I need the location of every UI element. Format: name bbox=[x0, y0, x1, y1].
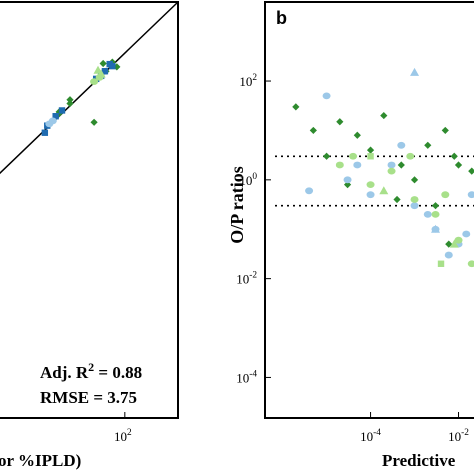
panel-b-point bbox=[468, 167, 474, 175]
panel-b-ytick-label: 102 bbox=[239, 73, 257, 89]
panel-b-point bbox=[366, 146, 375, 154]
panel-a-annotations: Adj. R2 = 0.88 RMSE = 3.75 bbox=[40, 360, 142, 407]
panel-b-point bbox=[367, 153, 374, 160]
panel-b-ytick-group: 102 100 10-2 10-4 bbox=[236, 73, 271, 385]
panel-b-point bbox=[335, 161, 344, 169]
panel-b-points bbox=[292, 67, 474, 268]
panel-b-point bbox=[450, 152, 458, 160]
panel-b-point bbox=[410, 196, 419, 203]
panel-b-point bbox=[353, 131, 361, 139]
panel-b-point bbox=[305, 187, 314, 195]
panel-b-point bbox=[454, 236, 463, 244]
panel-b-xtick-group: 10-4 10-2 bbox=[360, 412, 469, 444]
rmse-annotation: RMSE = 3.75 bbox=[40, 388, 137, 407]
panel-b-point bbox=[467, 191, 474, 199]
panel-a-point bbox=[45, 120, 54, 128]
panel-b-point bbox=[336, 118, 344, 126]
panel-a-point bbox=[101, 68, 109, 75]
panel-b-point bbox=[292, 103, 300, 111]
panel-b-point bbox=[322, 152, 331, 160]
panel-a-point bbox=[41, 129, 49, 136]
panel-b-point bbox=[322, 92, 331, 100]
panel-a-point bbox=[109, 62, 116, 70]
panel-b-point bbox=[424, 141, 432, 149]
panel-b-xtick-label: 10-4 bbox=[360, 428, 381, 444]
panel-b-reference-lines bbox=[275, 155, 474, 207]
panel-b-point bbox=[467, 260, 474, 268]
panel-b-point bbox=[393, 195, 401, 204]
panel-b-point bbox=[444, 251, 453, 259]
panel-b-xlabel: Predictive bbox=[382, 451, 456, 470]
panel-a-point bbox=[58, 107, 66, 114]
panel-b-point bbox=[431, 202, 440, 210]
panel-b-point bbox=[397, 161, 405, 169]
panel-b-point bbox=[366, 191, 375, 199]
panel-b-point bbox=[410, 67, 420, 76]
panel-b-point bbox=[380, 111, 388, 120]
panel-b-point bbox=[397, 141, 406, 149]
panel-a-frame bbox=[0, 1, 179, 419]
panel-b-ytick-label: 10-2 bbox=[236, 271, 257, 287]
panel-b-point bbox=[449, 239, 459, 248]
panel-a-point bbox=[66, 99, 74, 108]
panel-b-point bbox=[343, 176, 352, 184]
panel-a-point bbox=[99, 59, 107, 68]
panel-b-point bbox=[431, 224, 441, 233]
panel-b-point bbox=[343, 181, 352, 189]
panel-a-point bbox=[95, 73, 104, 81]
panel-a-xtick-label: 102 bbox=[114, 428, 132, 444]
panel-b-point bbox=[353, 161, 362, 169]
panel-b-point bbox=[437, 260, 445, 267]
panel-b-point bbox=[387, 161, 396, 169]
panel-b-point bbox=[349, 152, 358, 160]
panel-b-label: b bbox=[276, 8, 287, 28]
panel-b-point bbox=[406, 152, 415, 160]
panel-a-point bbox=[90, 78, 99, 86]
panel-b-point bbox=[454, 161, 463, 169]
panel-b-ylabel: O/P ratios bbox=[227, 166, 247, 244]
panel-b-frame bbox=[264, 1, 474, 419]
panel-b-point bbox=[379, 186, 389, 195]
panel-b-point bbox=[445, 240, 453, 248]
panel-a-point bbox=[52, 113, 59, 120]
panel-a-point bbox=[66, 96, 74, 104]
panel-b-point bbox=[423, 210, 432, 218]
panel-b-ytick-label: 10-4 bbox=[236, 369, 257, 385]
panel-b-xtick-label: 10-2 bbox=[448, 428, 469, 444]
panel-a-point bbox=[90, 118, 98, 126]
panel-b-point bbox=[441, 191, 450, 199]
panel-a-xlabel: or %IPLD) bbox=[0, 451, 81, 470]
panel-b-point bbox=[431, 210, 440, 218]
panel-b-point bbox=[366, 181, 375, 189]
panel-b-point bbox=[441, 126, 449, 135]
panel-b-point bbox=[309, 126, 317, 135]
panel-a-fit-line bbox=[0, 1, 179, 175]
panel-b-point bbox=[387, 167, 396, 175]
panel-b-point bbox=[462, 230, 471, 238]
panel-a-xtick-group: 102 bbox=[114, 412, 132, 444]
panel-b-point bbox=[410, 176, 419, 184]
panel-b-point bbox=[410, 202, 419, 210]
panel-b-ytick-label: 100 bbox=[239, 172, 257, 188]
adj-r2-annotation: Adj. R2 = 0.88 bbox=[40, 360, 142, 382]
panel-a-points bbox=[41, 58, 121, 136]
